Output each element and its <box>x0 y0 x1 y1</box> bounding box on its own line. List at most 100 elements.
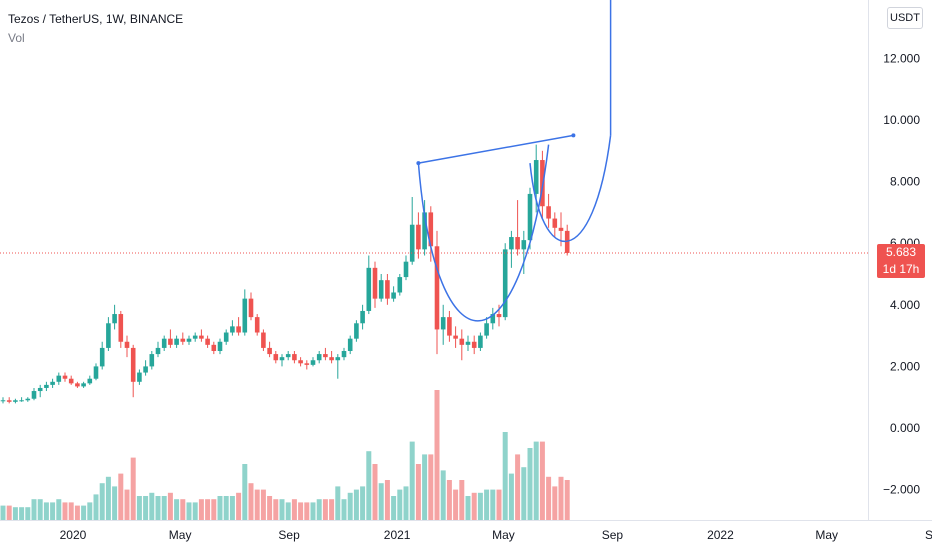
volume-bar <box>43 502 49 520</box>
candle-body <box>112 314 117 324</box>
volume-bar <box>242 464 248 520</box>
candle-body <box>546 206 551 219</box>
volume-indicator-label[interactable]: Vol <box>8 31 25 45</box>
volume-bar <box>174 499 180 520</box>
time-tick-label: 2021 <box>384 528 411 542</box>
candle-body <box>143 366 148 373</box>
volume-bar <box>527 448 533 520</box>
candle-body <box>81 383 86 387</box>
volume-bar <box>167 492 173 520</box>
volume-bar <box>37 499 43 520</box>
volume-bar <box>130 457 136 520</box>
volume-bar <box>322 499 328 520</box>
candle-body <box>174 338 179 345</box>
candle-body <box>242 298 248 333</box>
last-price-value: 5.683 <box>885 245 917 259</box>
candle-body <box>341 351 347 358</box>
volume-bar <box>403 486 409 520</box>
candle-body <box>149 354 155 367</box>
candle-body <box>378 280 384 299</box>
candle-body <box>366 267 372 311</box>
volume-bar <box>161 496 167 520</box>
volume-bar <box>484 489 490 520</box>
volume-bar <box>310 502 316 520</box>
volume-bar <box>124 489 130 520</box>
volume-bar <box>56 499 62 520</box>
candle-body <box>558 227 564 231</box>
price-tick-label: 8.000 <box>890 175 920 189</box>
candle-body <box>31 391 37 399</box>
time-tick-label: Sep <box>925 528 932 542</box>
volume-bar <box>391 496 397 520</box>
volume-bar <box>347 492 353 520</box>
volume-bar <box>453 489 459 520</box>
volume-bar <box>198 499 204 520</box>
volume-bar <box>422 454 428 520</box>
candle-body <box>416 224 421 250</box>
volume-bar <box>316 499 322 520</box>
price-tick-label: 0.000 <box>890 421 920 435</box>
candle-body <box>248 298 254 318</box>
cup-curve[interactable] <box>417 144 550 322</box>
volume-bar <box>99 483 105 520</box>
candle-body <box>285 354 291 358</box>
volume-bar <box>304 502 310 520</box>
volume-bar <box>6 505 12 520</box>
candle-body <box>180 338 186 342</box>
volume-bar <box>105 476 111 520</box>
volume-bar <box>372 464 378 520</box>
candle-body <box>298 360 303 364</box>
candle-body <box>93 366 99 379</box>
drawing-tools[interactable] <box>416 0 612 322</box>
volume-bar <box>118 473 124 520</box>
volume-bar <box>25 507 31 520</box>
bar-countdown: 1d 17h <box>882 262 920 276</box>
candle-body <box>124 341 130 348</box>
symbol-title[interactable]: Tezos / TetherUS, 1W, BINANCE <box>8 12 184 26</box>
volume-bar <box>260 489 266 520</box>
trendline[interactable] <box>418 134 574 164</box>
price-tick-label: 12.000 <box>883 51 920 65</box>
volume-bar <box>0 505 6 520</box>
volume-bar <box>471 492 477 520</box>
volume-bar <box>211 499 217 520</box>
trendline-anchor[interactable] <box>571 133 576 138</box>
price-tick-label: 2.000 <box>890 359 920 373</box>
candle-body <box>471 341 477 348</box>
volume-bar <box>533 441 539 520</box>
volume-bar <box>62 502 68 520</box>
volume-bar <box>360 486 366 520</box>
volume-bar <box>50 502 56 520</box>
candle-body <box>75 383 80 387</box>
candle-body <box>329 357 334 361</box>
candle-body <box>137 372 142 382</box>
candle-body <box>118 314 124 342</box>
candle-body <box>13 400 18 402</box>
volume-bars <box>0 390 570 520</box>
volume-bar <box>397 489 403 520</box>
volume-bar <box>279 499 285 520</box>
price-tick-label: 10.000 <box>883 113 920 127</box>
volume-bar <box>384 480 390 520</box>
handle-curve[interactable] <box>529 135 612 242</box>
candle-body <box>453 335 458 339</box>
candle-body <box>515 237 520 250</box>
candle-body <box>211 344 217 351</box>
candle-body <box>496 314 502 318</box>
currency-unit-button[interactable]: USDT <box>887 7 923 29</box>
price-tick-label: 4.000 <box>890 298 920 312</box>
volume-bar <box>186 502 192 520</box>
time-tick-label: 2022 <box>707 528 734 542</box>
candle-body <box>403 261 409 278</box>
volume-bar <box>477 492 483 520</box>
candle-body <box>397 277 403 293</box>
price-axis[interactable]: 12.00010.0008.0006.0004.0002.0000.000−2.… <box>883 51 920 496</box>
volume-bar <box>465 496 471 520</box>
volume-bar <box>496 489 502 520</box>
time-axis[interactable]: 232020MaySep2021MaySep2022MaySep <box>0 528 932 542</box>
candle-body <box>447 317 452 336</box>
volume-bar <box>74 505 80 520</box>
volume-bar <box>490 489 496 520</box>
candle-body <box>223 332 229 342</box>
